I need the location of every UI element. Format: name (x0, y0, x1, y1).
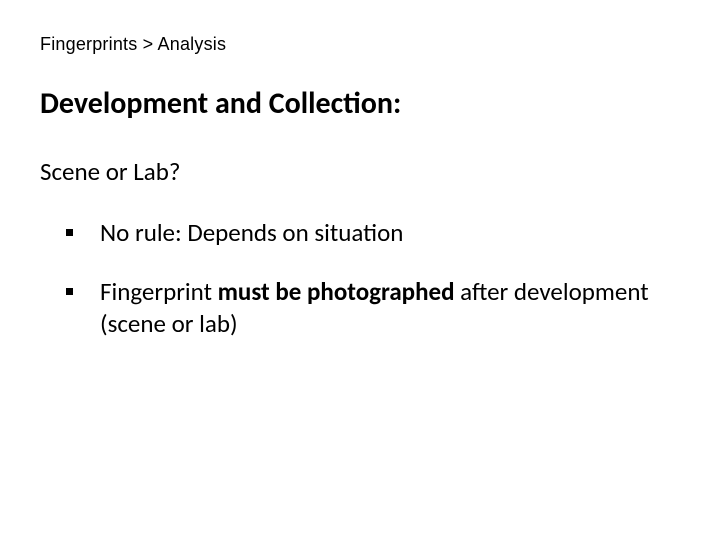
breadcrumb: Fingerprints > Analysis (40, 34, 680, 55)
list-item: No rule: Depends on situation (66, 217, 680, 248)
bullet-text-prefix: Fingerprint (100, 276, 218, 307)
page-title: Development and Collection: (40, 85, 680, 122)
bullet-text-bold: must be photographed (218, 276, 455, 307)
bullet-list: No rule: Depends on situation Fingerprin… (40, 217, 680, 339)
list-item: Fingerprint must be photographed after d… (66, 276, 680, 339)
subtitle: Scene or Lab? (40, 156, 680, 187)
bullet-text-prefix: No rule: Depends on situation (100, 217, 403, 248)
